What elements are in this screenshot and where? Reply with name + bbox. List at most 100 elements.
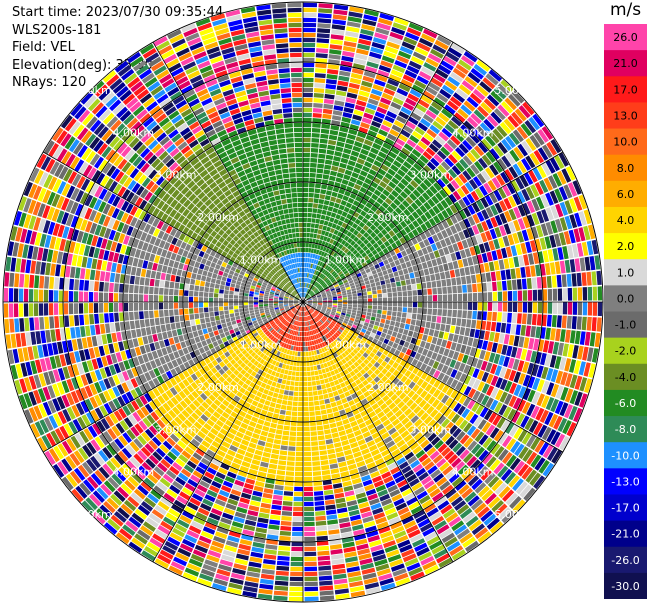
velocity-gate (357, 497, 368, 504)
velocity-gate (458, 198, 467, 209)
velocity-gate (137, 355, 145, 365)
velocity-gate (326, 185, 334, 191)
velocity-gate (533, 422, 543, 436)
velocity-gate (312, 287, 316, 291)
velocity-gate (350, 420, 358, 428)
velocity-gate (459, 449, 470, 460)
velocity-gate (512, 129, 524, 143)
velocity-gate (408, 152, 419, 162)
velocity-gate (303, 87, 314, 93)
velocity-gate (569, 198, 578, 213)
velocity-gate (289, 340, 293, 345)
velocity-gate (274, 355, 279, 361)
velocity-gate (308, 396, 314, 402)
velocity-gate (318, 394, 324, 400)
velocity-gate (437, 302, 443, 309)
velocity-gate (525, 137, 537, 151)
velocity-gate (365, 202, 373, 209)
velocity-gate (440, 146, 451, 157)
velocity-gate (405, 32, 420, 41)
velocity-gate (357, 292, 362, 296)
velocity-gate (195, 362, 203, 370)
velocity-gate (356, 289, 362, 294)
velocity-gate (462, 284, 467, 293)
velocity-gate (247, 510, 259, 517)
velocity-gate (356, 460, 366, 468)
velocity-gate (322, 419, 329, 425)
velocity-gate (175, 552, 190, 562)
velocity-gate (314, 334, 318, 340)
velocity-gate (490, 271, 497, 282)
velocity-gate (427, 432, 437, 442)
velocity-gate (308, 310, 312, 314)
velocity-gate (404, 420, 413, 430)
velocity-gate (361, 337, 368, 343)
velocity-gate (343, 41, 357, 48)
velocity-gate (291, 355, 295, 361)
velocity-gate (170, 419, 180, 429)
velocity-gate (280, 520, 292, 526)
velocity-gate (90, 473, 103, 486)
velocity-gate (290, 426, 297, 432)
velocity-gate (71, 488, 84, 503)
velocity-gate (456, 187, 466, 198)
velocity-gate (291, 546, 303, 552)
velocity-gate (143, 392, 152, 403)
velocity-gate (437, 309, 443, 316)
velocity-gate (186, 460, 197, 470)
velocity-gate (245, 329, 251, 335)
velocity-gate (357, 302, 363, 305)
velocity-gate (252, 490, 263, 497)
velocity-gate (306, 356, 310, 362)
velocity-gate (167, 536, 181, 547)
velocity-gate (399, 483, 411, 493)
velocity-gate (452, 334, 459, 343)
velocity-gate (237, 372, 244, 380)
velocity-gate (581, 272, 587, 286)
velocity-gate (324, 287, 329, 291)
velocity-gate (333, 218, 339, 225)
velocity-gate (450, 214, 458, 224)
velocity-gate (221, 337, 228, 343)
velocity-gate (359, 355, 366, 362)
velocity-gate (192, 470, 203, 479)
velocity-gate (328, 139, 337, 146)
velocity-gate (494, 227, 502, 238)
velocity-gate (270, 453, 279, 460)
velocity-gate (290, 556, 303, 562)
velocity-gate (515, 347, 523, 359)
velocity-gate (541, 395, 550, 409)
velocity-gate (478, 243, 486, 254)
velocity-gate (459, 383, 468, 394)
velocity-gate (208, 394, 216, 402)
velocity-gate (314, 370, 319, 376)
velocity-gate (447, 294, 453, 302)
velocity-gate (392, 160, 402, 168)
velocity-gate (53, 445, 64, 460)
velocity-gate (349, 585, 365, 593)
velocity-gate (321, 358, 326, 363)
velocity-gate (228, 466, 239, 474)
velocity-gate (303, 57, 315, 63)
velocity-gate (394, 17, 409, 26)
velocity-gate (309, 268, 312, 273)
velocity-gate (92, 490, 105, 503)
velocity-gate (335, 384, 342, 390)
velocity-gate (366, 376, 373, 383)
velocity-gate (308, 278, 311, 283)
velocity-gate (258, 588, 273, 595)
velocity-gate (309, 177, 316, 183)
velocity-gate (508, 93, 521, 107)
velocity-gate (106, 444, 117, 456)
velocity-gate (238, 337, 245, 343)
velocity-gate (427, 302, 433, 309)
velocity-gate (370, 46, 384, 55)
velocity-gate (359, 349, 365, 355)
velocity-gate (351, 172, 359, 179)
velocity-gate (392, 297, 398, 302)
velocity-gate (457, 259, 464, 268)
velocity-gate (204, 559, 218, 568)
velocity-gate (420, 425, 430, 435)
velocity-gate (152, 377, 161, 387)
velocity-gate (587, 302, 593, 316)
